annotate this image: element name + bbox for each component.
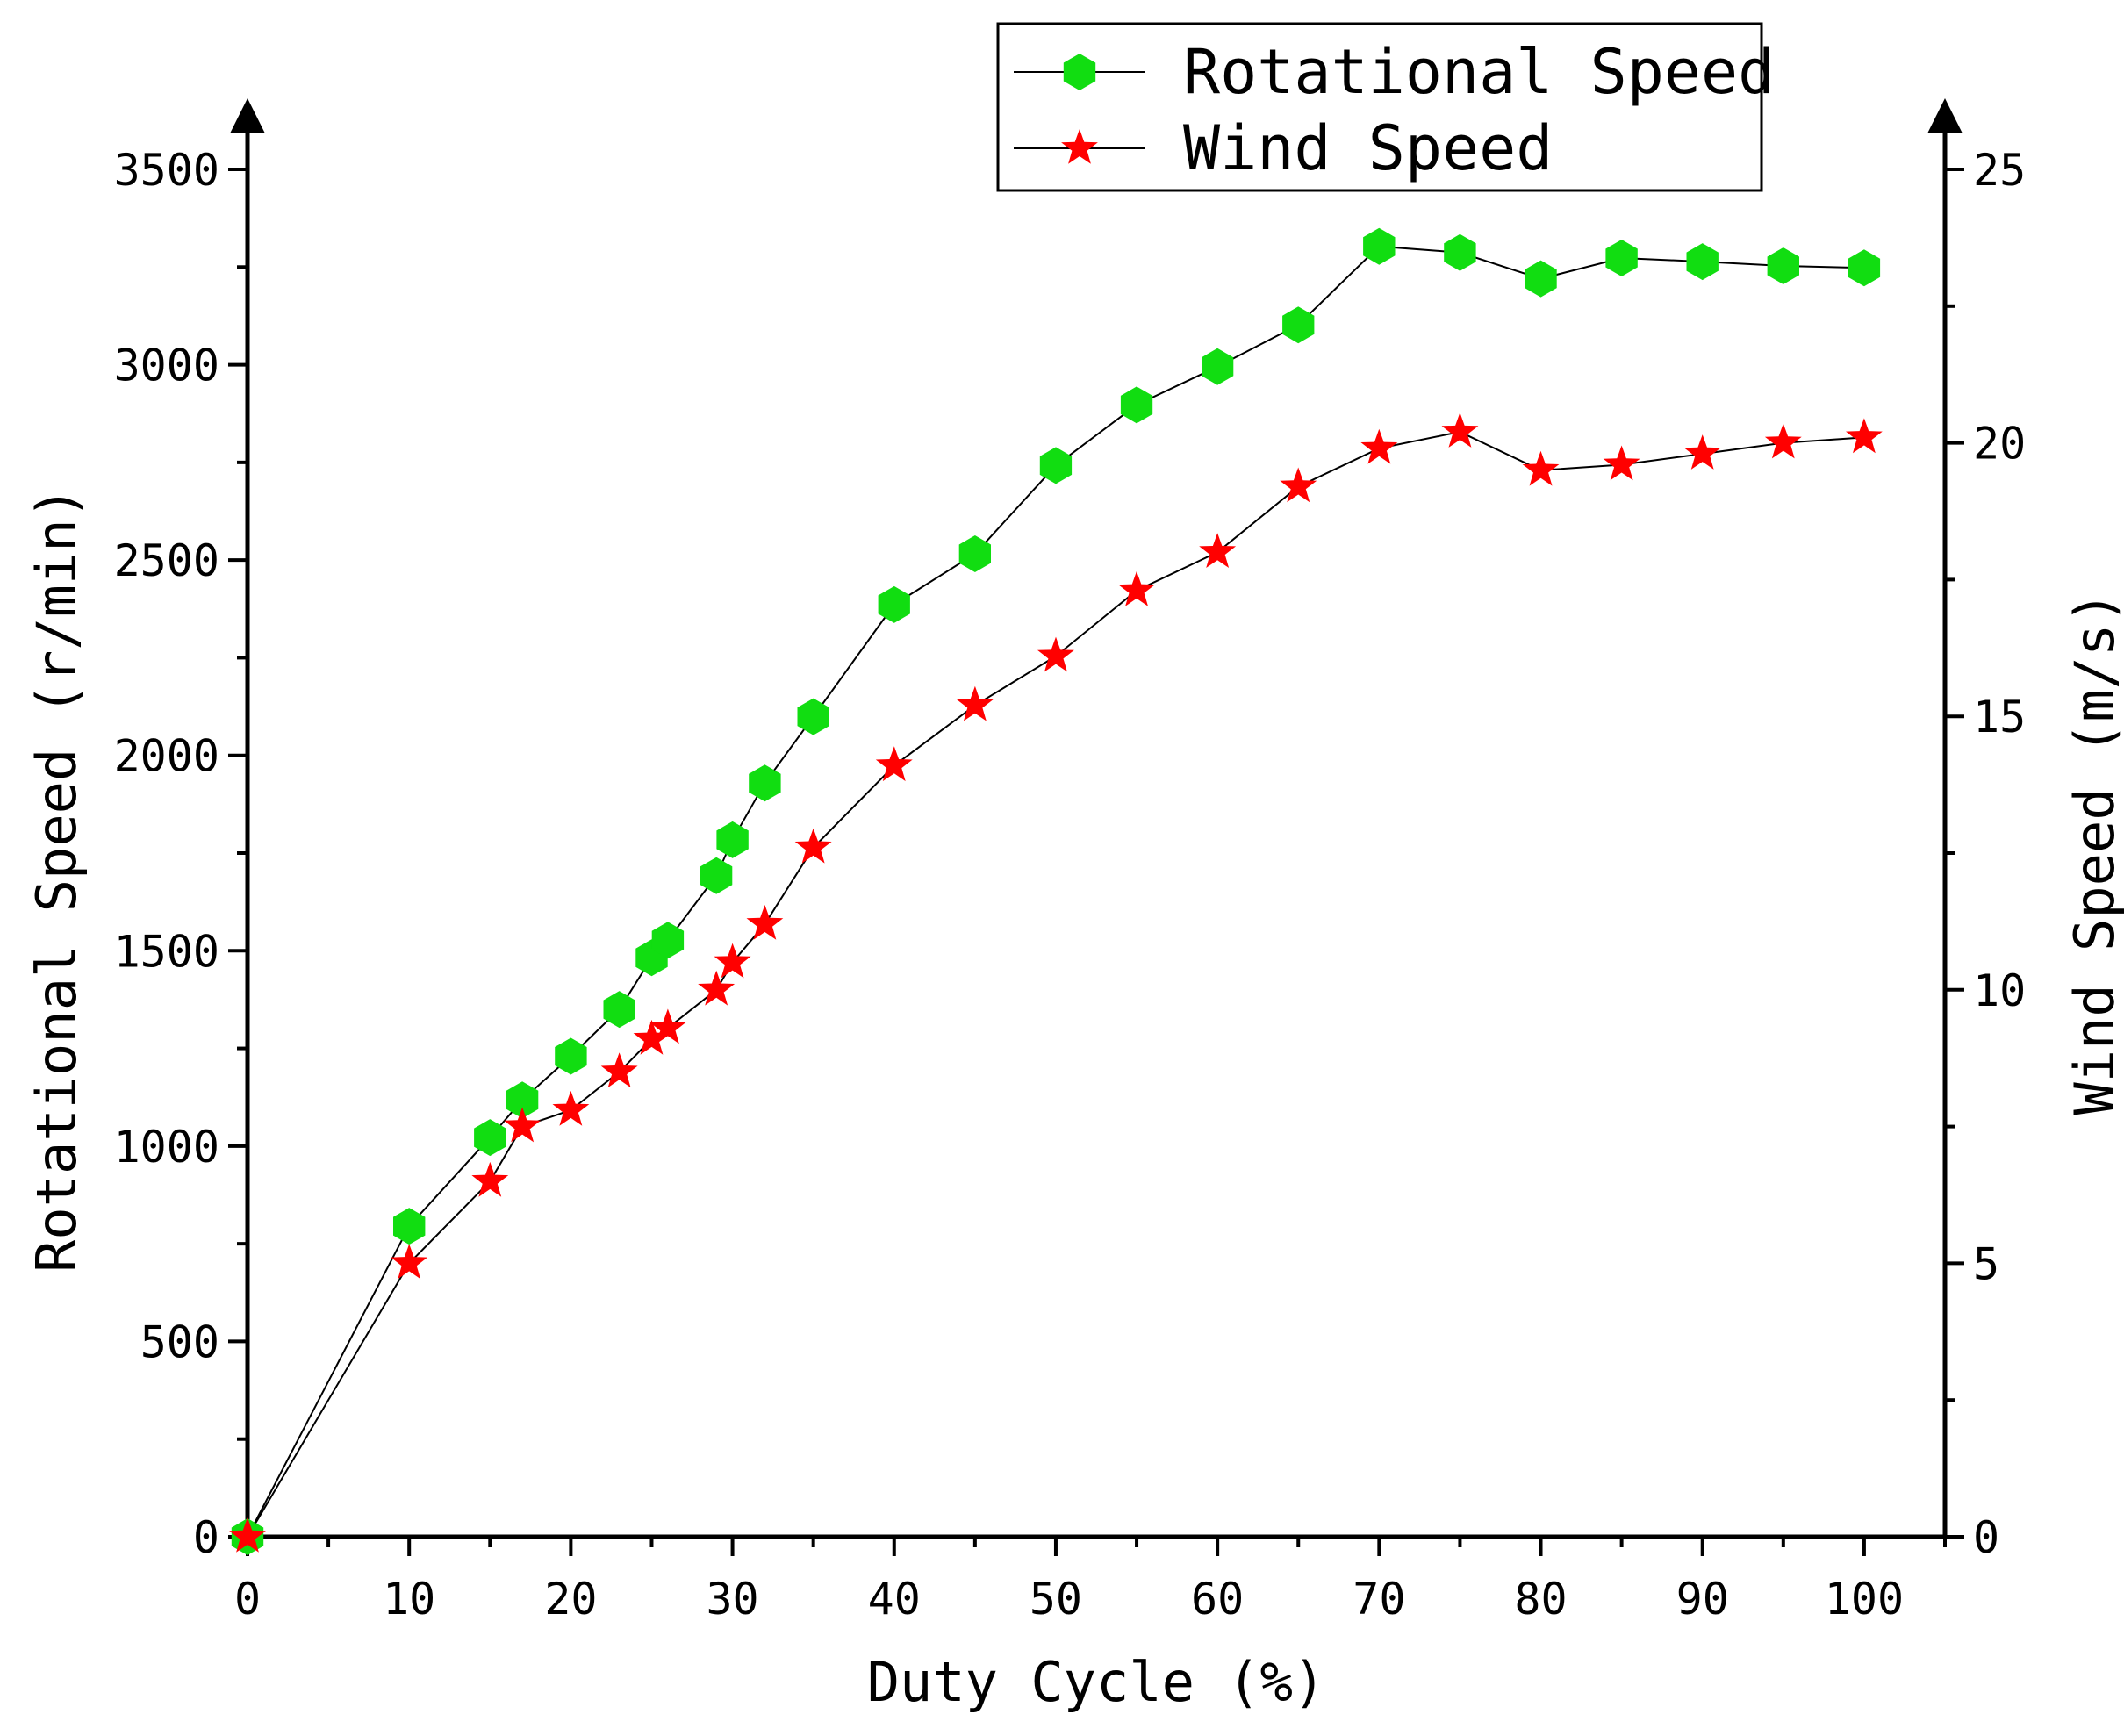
wind-speed-point [600, 1052, 638, 1088]
rotational-speed-point [1848, 249, 1881, 287]
rotational-speed-point [555, 1037, 587, 1075]
plot-area [229, 227, 1883, 1555]
x-tick-label: 80 [1514, 1574, 1567, 1625]
legend-hexagon-icon [1063, 54, 1096, 90]
series-line-1 [247, 245, 1864, 1538]
wind-speed-point [633, 1019, 671, 1055]
rotational-speed-point [1120, 386, 1153, 424]
series-line-2 [247, 431, 1864, 1538]
wind-speed-point [1764, 423, 1802, 459]
x-tick-label: 100 [1825, 1574, 1904, 1625]
rotational-speed-point [1767, 247, 1799, 284]
y-tick-label-left: 0 [193, 1512, 219, 1563]
legend-box [996, 22, 1763, 192]
rotational-speed-point [393, 1208, 426, 1245]
y-tick-label-right: 25 [1973, 145, 2026, 196]
x-tick-label: 50 [1030, 1574, 1082, 1625]
y-tick-label-left: 1000 [114, 1122, 219, 1173]
y-tick-label-right: 15 [1973, 692, 2026, 742]
wind-speed-point [504, 1107, 541, 1143]
y-axis-title-right: Wind Speed (m/s) [2063, 591, 2124, 1115]
legend-label-1: Rotational Speed [1183, 36, 1775, 108]
wind-speed-point [1280, 467, 1317, 503]
y-tick-label-right: 5 [1973, 1238, 1999, 1289]
rotational-speed-point [1686, 243, 1719, 281]
legend-star-icon [1061, 129, 1098, 164]
wind-speed-point [552, 1090, 590, 1126]
x-tick-label: 90 [1676, 1574, 1729, 1625]
y-tick-label-right: 0 [1973, 1512, 1999, 1563]
x-tick-label: 70 [1353, 1574, 1405, 1625]
wind-speed-point [875, 746, 913, 782]
wind-speed-point [1846, 418, 1883, 454]
y-axis-left-arrow [230, 98, 265, 133]
wind-speed-point [794, 828, 832, 864]
wind-speed-point [746, 905, 784, 940]
wind-speed-point [714, 943, 751, 979]
y-axis-right-arrow [1927, 98, 1963, 133]
wind-speed-point [1118, 570, 1155, 606]
legend-label-2: Wind Speed [1183, 112, 1553, 184]
y-axis-title-left: Rotational Speed (r/min) [25, 486, 89, 1273]
rotational-speed-point [878, 585, 910, 623]
rotational-speed-point [1282, 306, 1315, 344]
y-tick-label-left: 3500 [114, 145, 219, 196]
rotational-speed-point [651, 922, 685, 959]
rotational-speed-point [474, 1119, 506, 1157]
wind-speed-point [1522, 450, 1560, 486]
x-tick-label: 20 [544, 1574, 597, 1625]
wind-speed-point [698, 970, 736, 1006]
y-tick-label-right: 10 [1973, 965, 2026, 1016]
wind-speed-point [471, 1161, 509, 1197]
y-tick-label-left: 2500 [114, 535, 219, 586]
y-tick-label-right: 20 [1973, 419, 2026, 470]
wind-speed-point [956, 685, 994, 721]
wind-speed-point [229, 1517, 266, 1553]
wind-speed-point [1603, 445, 1640, 481]
wind-speed-point [1037, 636, 1074, 672]
x-tick-label: 40 [868, 1574, 921, 1625]
wind-speed-point [391, 1244, 428, 1280]
wind-speed-point [649, 1008, 686, 1044]
rotational-speed-point [1525, 260, 1557, 298]
rotational-speed-point [1039, 447, 1073, 484]
axes: 0 10 20 30 40 50 60 70 80 90 100050010001500200025… [25, 98, 2124, 1714]
x-tick-label: 10 [383, 1574, 435, 1625]
y-tick-label-left: 2000 [114, 731, 219, 782]
rotational-speed-point [1363, 227, 1396, 265]
wind-speed-point [1683, 434, 1721, 470]
y-tick-label-left: 3000 [114, 341, 219, 391]
x-tick-label: 0 [234, 1574, 261, 1625]
rotational-speed-point [1605, 240, 1638, 276]
rotational-speed-point [1444, 233, 1476, 271]
wind-speed-point [1360, 428, 1398, 464]
rotational-speed-point [700, 857, 733, 894]
rotational-speed-point [958, 535, 991, 572]
rotational-speed-point [1202, 348, 1234, 385]
wind-speed-point [1199, 533, 1237, 568]
rotational-speed-point [603, 991, 635, 1029]
x-axis-title: Duty Cycle (%) [867, 1650, 1326, 1714]
y-tick-label-left: 1500 [114, 926, 219, 977]
x-tick-label: 30 [706, 1574, 758, 1625]
wind-speed-point [1441, 412, 1479, 448]
rotational-speed-point [506, 1081, 539, 1119]
x-tick-label: 60 [1191, 1574, 1244, 1625]
rotational-speed-point [749, 764, 781, 802]
y-tick-label-left: 500 [140, 1316, 219, 1367]
rotational-speed-point [716, 821, 749, 858]
rotational-speed-point [797, 698, 829, 735]
